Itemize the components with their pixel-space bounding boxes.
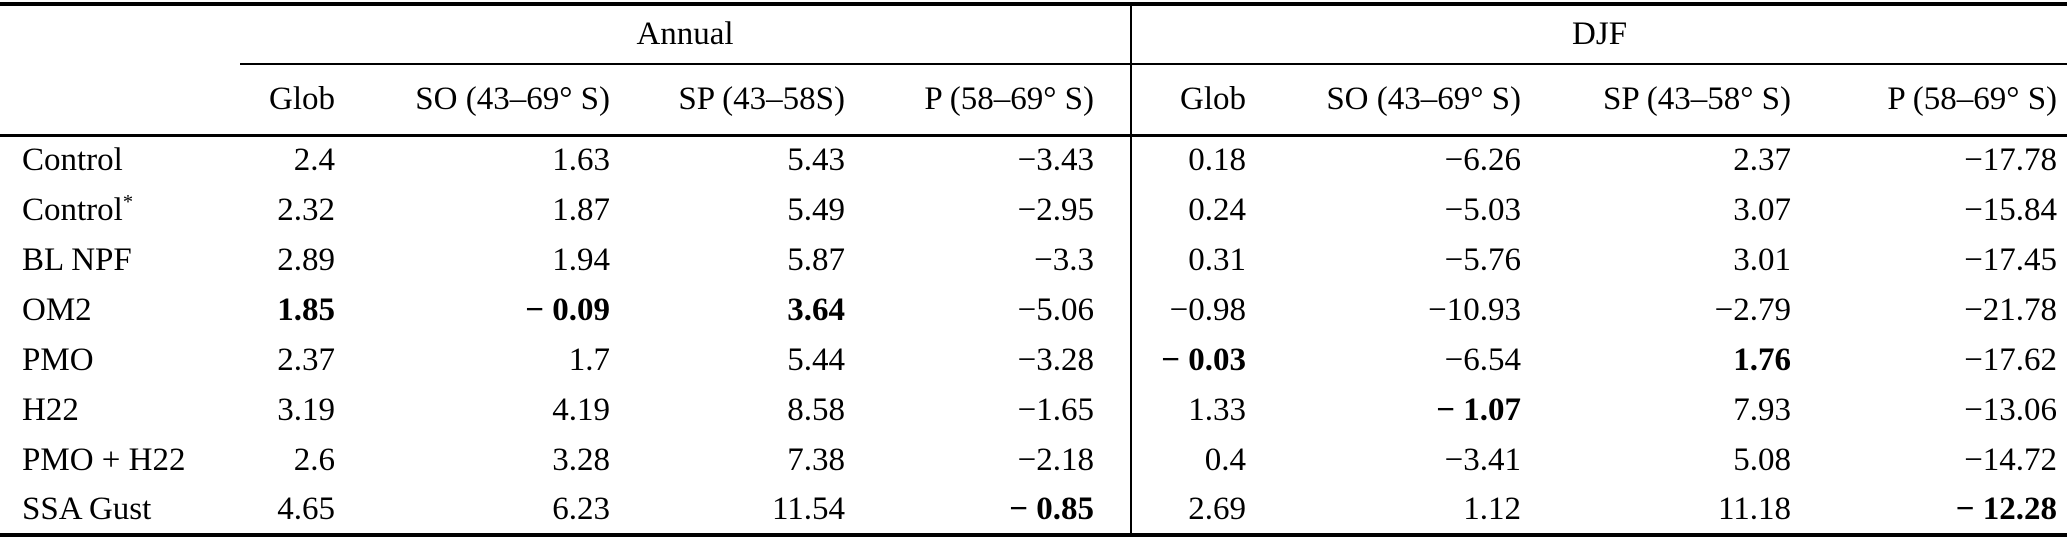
value-cell: −1.65 <box>1017 391 1095 428</box>
value-cell: −5.03 <box>1444 191 1522 228</box>
table-row: H22 3.19 4.19 8.58 −1.65 1.33 − 1.07 7.93 −13.0… <box>0 385 2067 435</box>
value-cell: 0.18 <box>1130 135 1247 185</box>
value-cell: −5.06 <box>1017 291 1095 328</box>
value-cell: −5.76 <box>1444 241 1522 278</box>
value-cell: −3.3 <box>1034 241 1095 278</box>
column-header-annual-glob: Glob <box>240 64 335 137</box>
value-cell: 6.23 <box>552 490 610 527</box>
value-cell: −17.45 <box>1964 241 2058 278</box>
value-cell: 1.76 <box>1733 341 1792 378</box>
row-label: BL NPF <box>22 241 132 278</box>
value-cell: 5.44 <box>787 341 845 378</box>
value-cell: −13.06 <box>1964 391 2058 428</box>
value-cell: − 1.07 <box>1436 391 1522 428</box>
value-cell: 1.87 <box>552 191 610 228</box>
value-cell: − 0.03 <box>1130 335 1247 385</box>
row-label-superscript: * <box>122 190 134 213</box>
column-header-annual-sp: SP (43–58S) <box>610 64 845 137</box>
column-header-djf-so: SO (43–69° S) <box>1246 64 1522 137</box>
table-body: Control 2.4 1.63 5.43 −3.43 0.18 −6.26 2.37 −17… <box>0 135 2067 535</box>
value-cell: −14.72 <box>1964 441 2058 478</box>
value-cell: 0.24 <box>1130 185 1247 235</box>
value-cell: −2.79 <box>1714 291 1792 328</box>
row-label: Control* <box>22 190 134 228</box>
value-cell: 5.43 <box>787 142 845 179</box>
table-header: Annual DJF Glob SO (43–69° S) SP (43–58S… <box>0 4 2067 137</box>
column-group-row: Annual DJF <box>0 4 2067 65</box>
value-cell: 4.19 <box>552 391 610 428</box>
value-cell: 0.31 <box>1130 235 1247 285</box>
value-cell: −17.78 <box>1964 142 2058 179</box>
row-label-header <box>0 64 240 137</box>
value-cell: − 0.85 <box>1009 490 1095 527</box>
value-cell: 2.32 <box>277 191 335 228</box>
column-header-djf-glob: Glob <box>1130 64 1247 137</box>
column-header-annual-p: P (58–69° S) <box>845 64 1132 137</box>
row-label: Control <box>22 142 123 179</box>
value-cell: −15.84 <box>1964 191 2058 228</box>
row-label: PMO <box>22 341 94 378</box>
value-cell: 4.65 <box>277 490 335 527</box>
table-row: PMO + H22 2.6 3.28 7.38 −2.18 0.4 −3.41 5.08 −1… <box>0 435 2067 485</box>
value-cell: 1.12 <box>1463 490 1522 527</box>
value-cell: 3.64 <box>787 291 845 328</box>
value-cell: 2.89 <box>277 241 335 278</box>
value-cell: − 0.09 <box>525 291 610 328</box>
value-cell: 3.01 <box>1733 241 1792 278</box>
value-cell: 3.19 <box>277 391 335 428</box>
value-cell: − 12.28 <box>1955 490 2058 527</box>
column-header-djf-p: P (58–69° S) <box>1791 64 2067 137</box>
value-cell: 1.33 <box>1130 385 1247 435</box>
table-row: Control* 2.32 1.87 5.49 −2.95 0.24 −5.03 3.07 −… <box>0 185 2067 235</box>
table-row: BL NPF 2.89 1.94 5.87 −3.3 0.31 −5.76 3.01 −17.… <box>0 235 2067 285</box>
value-cell: 1.7 <box>568 341 610 378</box>
value-cell: 2.37 <box>1733 142 1792 179</box>
value-cell: −3.43 <box>1017 142 1095 179</box>
corner-cell <box>0 4 240 64</box>
column-group-djf: DJF <box>1130 4 2067 65</box>
value-cell: −2.18 <box>1017 441 1095 478</box>
value-cell: −21.78 <box>1964 291 2058 328</box>
column-header-djf-sp: SP (43–58° S) <box>1521 64 1792 137</box>
row-label: SSA Gust <box>22 490 152 527</box>
column-header-annual-so: SO (43–69° S) <box>335 64 610 137</box>
row-label: PMO + H22 <box>22 441 186 478</box>
value-cell: −17.62 <box>1964 341 2058 378</box>
value-cell: 5.08 <box>1733 441 1792 478</box>
value-cell: 7.93 <box>1733 391 1792 428</box>
value-cell: 1.94 <box>552 241 610 278</box>
value-cell: −6.54 <box>1444 341 1522 378</box>
value-cell: 5.49 <box>787 191 845 228</box>
table-row: PMO 2.37 1.7 5.44 −3.28 − 0.03 −6.54 1.76 −17.6… <box>0 335 2067 385</box>
value-cell: 3.28 <box>552 441 610 478</box>
row-label: OM2 <box>22 291 92 328</box>
value-cell: 3.07 <box>1733 191 1792 228</box>
value-cell: 11.54 <box>771 490 845 527</box>
column-group-annual: Annual <box>240 4 1132 65</box>
value-cell: −3.41 <box>1444 441 1522 478</box>
value-cell: 5.87 <box>787 241 845 278</box>
value-cell: −6.26 <box>1444 142 1522 179</box>
value-cell: 2.37 <box>277 341 335 378</box>
value-cell: 2.6 <box>293 441 335 478</box>
value-cell: 2.69 <box>1130 485 1247 535</box>
table-row: OM2 1.85 − 0.09 3.64 −5.06 −0.98 −10.93 −2.79 −… <box>0 285 2067 335</box>
value-cell: −3.28 <box>1017 341 1095 378</box>
value-cell: −0.98 <box>1130 285 1247 335</box>
value-cell: 0.4 <box>1130 435 1247 485</box>
value-cell: 1.63 <box>552 142 610 179</box>
table-row: SSA Gust 4.65 6.23 11.54 − 0.85 2.69 1.12 11.1… <box>0 485 2067 535</box>
value-cell: 8.58 <box>787 391 845 428</box>
value-cell: 1.85 <box>277 291 335 328</box>
value-cell: 7.38 <box>787 441 845 478</box>
value-cell: 2.4 <box>293 142 335 179</box>
column-header-row: Glob SO (43–69° S) SP (43–58S) P (58–69°… <box>0 64 2067 137</box>
value-cell: −10.93 <box>1428 291 1522 328</box>
row-label: H22 <box>22 391 79 428</box>
table-row: Control 2.4 1.63 5.43 −3.43 0.18 −6.26 2.37 −17… <box>0 135 2067 185</box>
value-cell: −2.95 <box>1017 191 1095 228</box>
value-cell: 11.18 <box>1718 490 1792 527</box>
